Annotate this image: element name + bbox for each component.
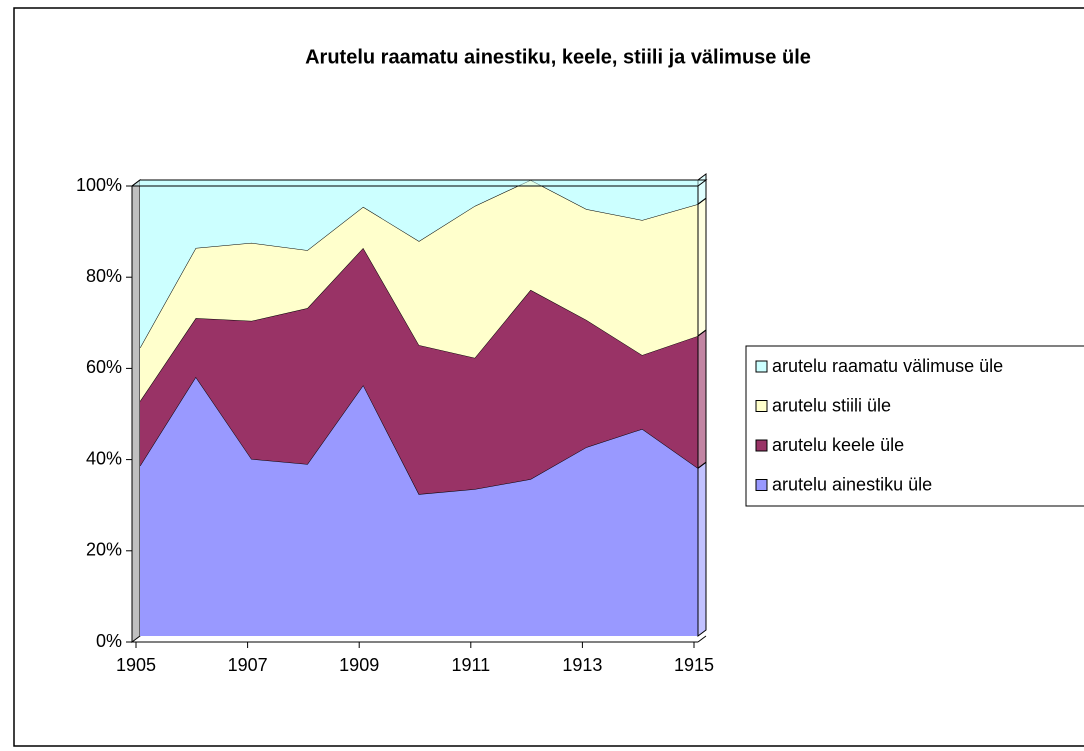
x-tick-label: 1909 xyxy=(339,655,379,675)
area-depth xyxy=(697,328,707,470)
area-depth xyxy=(697,461,707,637)
side-wall xyxy=(131,179,141,643)
area xyxy=(140,180,698,402)
legend-box xyxy=(745,345,1084,507)
x-axis-depth xyxy=(697,635,707,643)
x-tick-label: 1907 xyxy=(228,655,268,675)
legend-label: arutelu ainestiku üle xyxy=(772,474,932,494)
y-tick-label: 0% xyxy=(96,631,122,651)
legend-label: arutelu stiili üle xyxy=(772,395,891,415)
area xyxy=(140,247,698,495)
x-tick-label: 1905 xyxy=(116,655,156,675)
area xyxy=(140,376,698,636)
legend-swatch xyxy=(755,400,768,412)
y-tick-label: 60% xyxy=(86,357,122,377)
legend-swatch xyxy=(755,479,768,491)
y-tick-label: 80% xyxy=(86,266,122,286)
x-tick-label: 1913 xyxy=(562,655,602,675)
y-tick-label: 20% xyxy=(86,540,122,560)
area xyxy=(140,180,698,348)
x-tick-label: 1915 xyxy=(674,655,714,675)
legend-label: arutelu keele üle xyxy=(772,435,904,455)
y-tick-label: 100% xyxy=(76,175,122,195)
y-tick-label: 40% xyxy=(86,448,122,468)
chart-title: Arutelu raamatu ainestiku, keele, stiili… xyxy=(305,46,811,68)
legend-swatch xyxy=(755,439,768,452)
legend-label: arutelu raamatu välimuse üle xyxy=(772,356,1003,376)
x-tick-label: 1911 xyxy=(451,655,490,675)
area-depth xyxy=(697,173,707,206)
legend-swatch xyxy=(755,360,768,373)
top-depth xyxy=(130,179,708,187)
area-depth xyxy=(697,197,707,337)
